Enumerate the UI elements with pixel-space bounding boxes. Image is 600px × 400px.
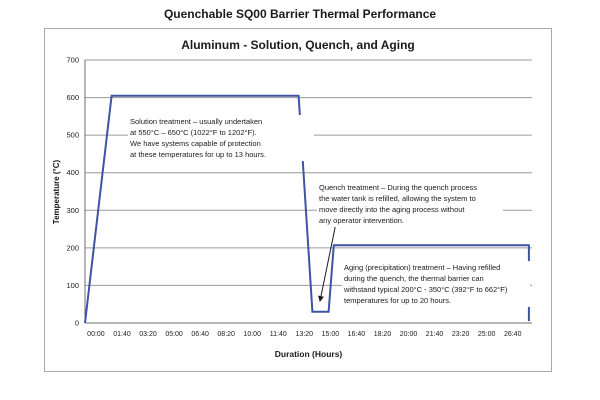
x-tick-label: 13:20 — [296, 331, 314, 338]
annotation-aging-treatment: Aging (precipitation) treatment – Having… — [342, 261, 530, 307]
x-tick-label: 05:00 — [165, 331, 183, 338]
annotation-quench-treatment: Quench treatment – During the quench pro… — [317, 181, 503, 227]
x-tick-label: 15:00 — [322, 331, 340, 338]
y-tick-label: 700 — [66, 56, 79, 65]
x-tick-label: 11:40 — [270, 331, 287, 338]
x-tick-label: 20:00 — [400, 331, 418, 338]
annotation-solution-treatment: Solution treatment – usually undertaken … — [128, 115, 314, 161]
chart-title: Aluminum - Solution, Quench, and Aging — [181, 38, 415, 52]
temperature-profile-line — [84, 94, 530, 324]
x-tick-label: 16:40 — [348, 331, 366, 338]
quench-pointer-arrow — [318, 222, 337, 302]
x-tick-label: 06:40 — [191, 331, 209, 338]
y-tick-label: 600 — [66, 93, 79, 102]
x-tick-label: 25:00 — [478, 331, 496, 338]
x-tick-label: 01:40 — [113, 331, 131, 338]
y-axis-title: Temperature (°C) — [52, 159, 61, 225]
chart-panel: Aluminum - Solution, Quench, and Aging 0… — [44, 28, 552, 372]
x-tick-label: 08:20 — [217, 331, 235, 338]
x-tick-label: 26:40 — [504, 331, 522, 338]
y-tick-label: 300 — [66, 206, 79, 215]
y-tick-label: 100 — [66, 281, 79, 290]
x-tick-label: 21:40 — [426, 331, 444, 338]
x-tick-label: 18:20 — [374, 331, 392, 338]
y-tick-label: 400 — [66, 168, 79, 177]
page-title: Quenchable SQ00 Barrier Thermal Performa… — [163, 7, 437, 21]
y-tick-label: 0 — [75, 319, 79, 328]
x-tick-label: 00:00 — [87, 331, 105, 338]
y-tick-label: 200 — [66, 243, 79, 252]
x-axis-title: Duration (Hours) — [274, 349, 343, 359]
x-tick-label: 23:20 — [452, 331, 470, 338]
x-tick-label: 03:20 — [139, 331, 157, 338]
y-tick-label: 500 — [66, 131, 79, 140]
x-tick-label: 10:00 — [243, 331, 261, 338]
